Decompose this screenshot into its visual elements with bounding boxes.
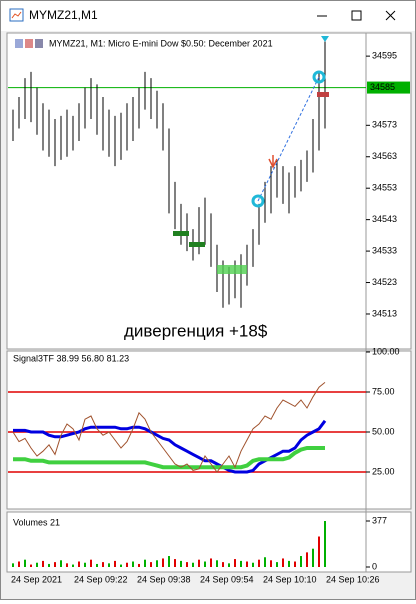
- price-label-box: [367, 81, 410, 94]
- indicator-line: [13, 419, 327, 474]
- y-tick-label: 34543: [372, 214, 397, 224]
- x-tick-label: 24 Sep 09:54: [200, 574, 254, 584]
- sell-arrow: [268, 155, 278, 169]
- symbol-icon: [35, 39, 43, 48]
- close-button[interactable]: [385, 10, 396, 21]
- top-marker: [321, 36, 329, 42]
- maximize-button[interactable]: [351, 10, 362, 21]
- panel-title: MYMZ21, M1: Micro E-mini Dow $0.50: Dece…: [49, 38, 273, 48]
- y-tick-label: 100.00: [372, 346, 400, 356]
- y-tick-label: 34553: [372, 183, 397, 193]
- x-tick-label: 24 Sep 10:10: [263, 574, 317, 584]
- order-marker: [217, 265, 247, 274]
- symbol-icon: [15, 39, 23, 48]
- order-marker: [173, 231, 189, 236]
- y-tick-label: 0: [372, 561, 377, 571]
- trade-marker: [312, 70, 326, 84]
- volume-panel: [6, 511, 412, 573]
- y-tick-label: 50.00: [372, 426, 395, 436]
- trade-marker: [251, 194, 265, 208]
- indicator-line: [12, 382, 326, 473]
- x-tick-label: 24 Sep 2021: [11, 574, 62, 584]
- y-tick-label: 34533: [372, 245, 397, 255]
- title-bar: [1, 1, 415, 31]
- y-tick-label: 34513: [372, 308, 397, 318]
- annotation: дивергенция +18$: [124, 321, 268, 340]
- price-label: 34585: [370, 82, 395, 92]
- indicator-line: [13, 446, 325, 470]
- price-panel: [6, 32, 412, 350]
- x-tick-label: 24 Sep 09:22: [74, 574, 128, 584]
- trade-link: [257, 76, 320, 202]
- chart-layer: MYMZ21, M1: Micro E-mini Dow $0.50: Dece…: [8, 38, 410, 584]
- indicator-panel: [6, 350, 412, 510]
- y-tick-label: 34523: [372, 277, 397, 287]
- y-tick-label: 34573: [372, 120, 397, 130]
- panel-title: Signal3TF 38.99 56.80 81.23: [13, 353, 129, 363]
- panel-title: Volumes 21: [13, 517, 60, 527]
- y-tick-label: 34563: [372, 151, 397, 161]
- y-tick-label: 34595: [372, 51, 397, 61]
- order-marker: [189, 242, 205, 247]
- window-title: MYMZ21,M1: [29, 8, 98, 22]
- y-tick-label: 25.00: [372, 466, 395, 476]
- symbol-icon: [25, 39, 33, 48]
- order-marker: [317, 92, 329, 97]
- y-tick-label: 377: [372, 515, 387, 525]
- x-tick-label: 24 Sep 09:38: [137, 574, 191, 584]
- y-tick-label: 75.00: [372, 386, 395, 396]
- window-icon-line: [11, 11, 22, 19]
- x-tick-label: 24 Sep 10:26: [326, 574, 380, 584]
